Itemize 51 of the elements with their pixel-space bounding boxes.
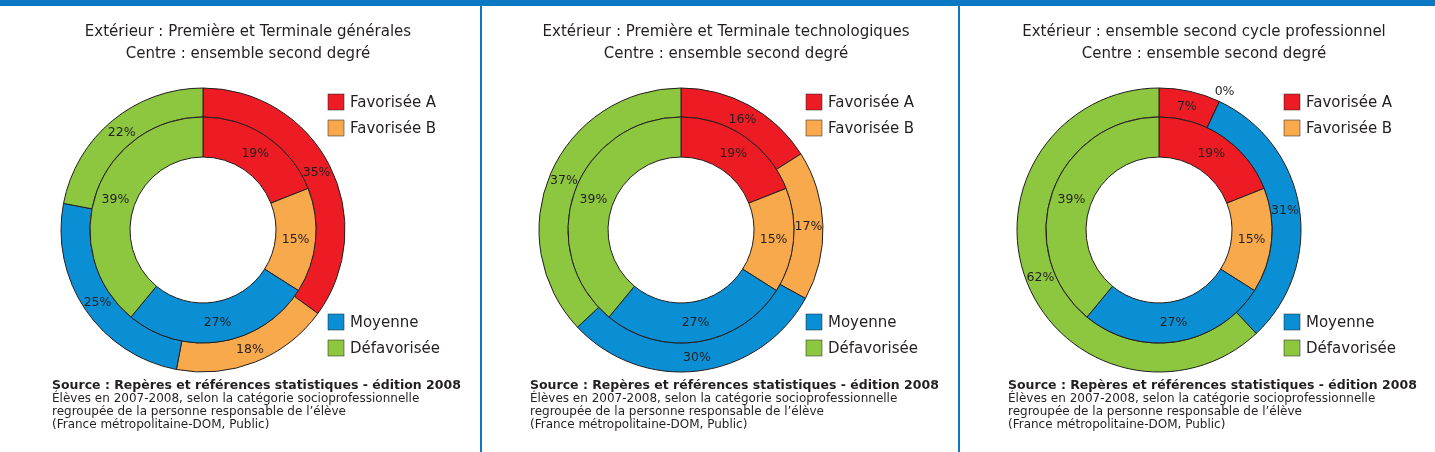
legend-label: Favorisée B — [1306, 119, 1393, 138]
data-label: 16% — [728, 110, 757, 126]
text: (France métropolitaine-DOM, Public) — [52, 417, 270, 431]
text: (France métropolitaine-DOM, Public) — [1008, 417, 1226, 431]
legend-label: Moyenne — [350, 313, 419, 332]
data-label: 39% — [1057, 190, 1086, 206]
legend-label: Défavorisée — [1306, 339, 1396, 358]
data-label: 19% — [719, 145, 748, 161]
legend-label: Défavorisée — [350, 339, 440, 358]
data-label: 30% — [683, 348, 711, 364]
text: 0% — [1214, 83, 1235, 99]
legend-label: Favorisée A — [1306, 93, 1393, 112]
legend-label: Moyenne — [1306, 313, 1375, 332]
data-label: 18% — [236, 340, 264, 356]
legend-label: Favorisée B — [828, 119, 915, 138]
chart-title: Extérieur : ensemble second cycle professionnel — [1022, 22, 1386, 40]
data-label: 31% — [1271, 202, 1299, 218]
data-label: 27% — [681, 314, 710, 330]
chart-subtitle: Centre : ensemble second degré — [125, 44, 371, 62]
data-label: 25% — [83, 294, 112, 310]
data-label: 39% — [101, 190, 130, 206]
data-label: 27% — [203, 314, 232, 330]
chart-title: Extérieur : Première et Terminale technologiques — [542, 22, 910, 40]
source-note: Source : Repères et références statistiques - édition 2008 — [52, 377, 461, 392]
legend-label: Défavorisée — [828, 339, 918, 358]
data-label: 15% — [759, 231, 788, 247]
data-label: 39% — [579, 190, 608, 206]
chart-subtitle: Centre : ensemble second degré — [603, 44, 849, 62]
chart-title: Extérieur : Première et Terminale générales — [84, 22, 412, 40]
legend-label: Favorisée A — [828, 93, 915, 112]
data-label: 15% — [281, 231, 310, 247]
data-label: 17% — [794, 218, 823, 234]
data-label: 19% — [1197, 145, 1226, 161]
data-label: 37% — [550, 171, 578, 187]
text: regroupée de la personne responsable de l’élève — [530, 404, 824, 418]
data-label: 15% — [1237, 231, 1266, 247]
legend-label: Favorisée B — [350, 119, 437, 138]
text: regroupée de la personne responsable de l’élève — [1008, 404, 1302, 418]
data-label: 27% — [1159, 314, 1188, 330]
data-label: 7% — [1176, 97, 1197, 113]
source-note: Source : Repères et références statistiques - édition 2008 — [530, 377, 939, 392]
chart-subtitle: Centre : ensemble second degré — [1081, 44, 1327, 62]
legend-label: Moyenne — [828, 313, 897, 332]
legend-label: Favorisée A — [350, 93, 437, 112]
data-label: 62% — [1026, 269, 1055, 285]
text: (France métropolitaine-DOM, Public) — [530, 417, 748, 431]
data-label: 19% — [241, 145, 270, 161]
data-label: 35% — [302, 164, 331, 180]
data-label: 22% — [107, 124, 136, 140]
text: regroupée de la personne responsable de l’élève — [52, 404, 346, 418]
source-note: Source : Repères et références statistiques - édition 2008 — [1008, 377, 1417, 392]
